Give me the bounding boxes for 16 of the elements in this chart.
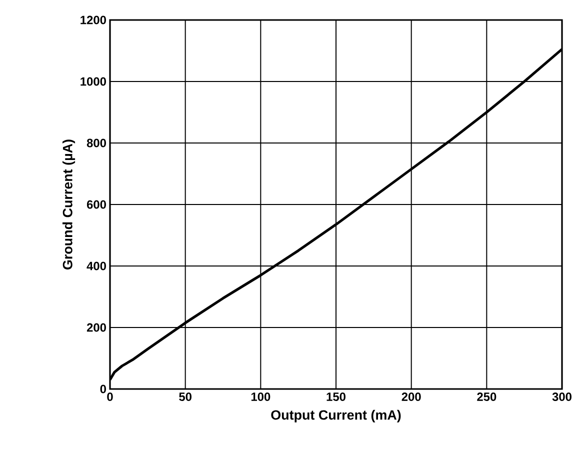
y-tick-label: 1200	[80, 16, 106, 24]
y-tick-label: 1000	[80, 77, 106, 86]
x-tick-label: 150	[326, 392, 346, 401]
y-tick-label: 800	[86, 138, 106, 148]
y-axis-title: Ground Current (µA)	[62, 140, 76, 270]
y-tick-label: 400	[86, 262, 106, 270]
x-tick-label: 0	[107, 392, 113, 401]
x-axis-title: Output Current (mA)	[271, 410, 401, 422]
x-tick-label: 300	[552, 392, 572, 402]
x-tick-label: 250	[477, 392, 496, 401]
y-tick-label: 0	[100, 384, 106, 394]
y-tick-label: 200	[86, 323, 106, 332]
x-tick-label: 200	[402, 392, 421, 401]
x-tick-label: 50	[179, 392, 192, 401]
y-tick-label: 600	[86, 200, 106, 209]
x-tick-label: 100	[251, 392, 270, 401]
